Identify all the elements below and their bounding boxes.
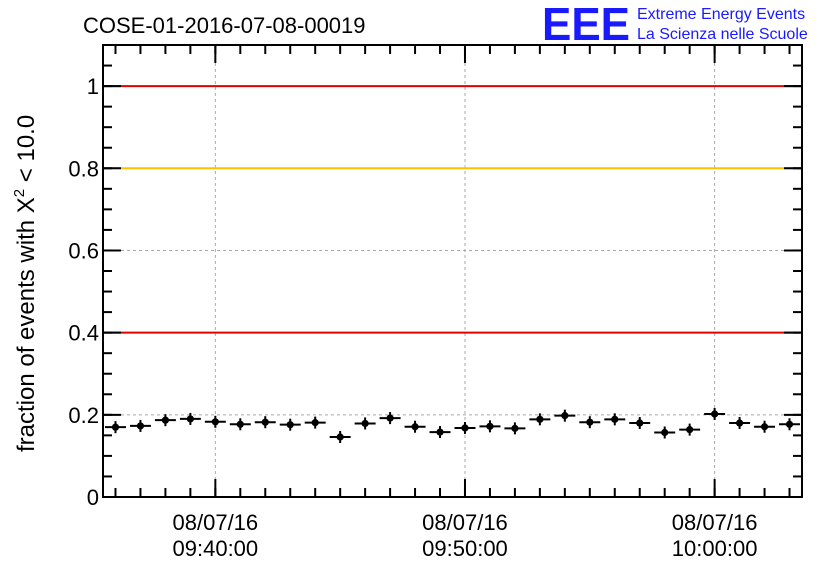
y-tick-label: 0.2 (68, 403, 99, 428)
marker (111, 423, 120, 431)
data-point (779, 418, 800, 431)
x-tick-date-label: 08/07/16 (173, 510, 259, 535)
logo-line-2: La Scienza nelle Scuole (637, 26, 808, 43)
data-point (105, 421, 126, 434)
axis-ticks (103, 44, 802, 498)
y-tick-label: 1 (87, 74, 99, 99)
data-point (254, 416, 276, 429)
marker (686, 426, 694, 434)
marker (611, 415, 619, 423)
data-point (529, 413, 551, 426)
y-tick-label: 0.6 (68, 238, 99, 263)
x-tick-date-label: 08/07/16 (422, 510, 508, 535)
marker (760, 423, 769, 431)
x-tick-labels: 08/07/1609:40:0008/07/1609:50:0008/07/16… (173, 510, 758, 561)
data-point (604, 413, 626, 426)
plot-area (102, 44, 803, 498)
x-tick-time-label: 09:50:00 (422, 536, 508, 561)
y-tick-label: 0.8 (68, 156, 99, 181)
data-point (579, 416, 601, 429)
data-point (729, 417, 751, 430)
marker (735, 419, 744, 427)
y-axis-label: fraction of events with X2 < 10.0 (11, 115, 40, 452)
data-point (554, 409, 576, 422)
chart-title: COSE-01-2016-07-08-00019 (83, 13, 366, 38)
marker (711, 410, 719, 418)
marker (636, 419, 644, 427)
marker (436, 428, 444, 436)
marker (236, 420, 244, 428)
y-tick-label: 0 (87, 485, 99, 510)
data-point (754, 420, 776, 433)
y-axis-label-sup: 2 (11, 189, 28, 197)
data-point (279, 418, 301, 431)
data-point (654, 426, 676, 439)
marker (136, 422, 145, 430)
logo-mark: EEE (542, 0, 630, 50)
data-point (154, 414, 176, 427)
data-point (354, 417, 376, 430)
data-point (629, 417, 651, 430)
eee-logo: EEE Extreme Energy Events La Scienza nel… (542, 0, 808, 50)
data-point (204, 415, 226, 428)
data-point (679, 423, 701, 436)
y-axis-label-tail: < 10.0 (13, 115, 40, 189)
x-tick-time-label: 09:40:00 (173, 536, 259, 561)
x-tick-time-label: 10:00:00 (672, 536, 758, 561)
data-point (304, 416, 326, 429)
data-point (179, 412, 201, 425)
marker (785, 420, 794, 428)
logo-line-1: Extreme Energy Events (637, 6, 805, 23)
marker (386, 414, 394, 422)
x-tick-date-label: 08/07/16 (672, 510, 758, 535)
marker (261, 418, 269, 426)
y-tick-label: 0.4 (68, 321, 99, 346)
data-series (105, 407, 800, 444)
data-point (504, 422, 526, 435)
marker (311, 419, 319, 427)
data-point (129, 419, 151, 432)
marker (486, 422, 494, 430)
marker (411, 423, 419, 431)
data-point (429, 426, 451, 439)
y-axis-label-main: fraction of events with X (13, 197, 40, 452)
data-point (329, 431, 351, 444)
data-point (404, 420, 426, 433)
marker (211, 418, 219, 426)
marker (511, 424, 519, 432)
data-point (229, 418, 251, 431)
marker (286, 421, 294, 429)
marker (536, 415, 544, 423)
marker (461, 424, 469, 432)
marker (661, 428, 669, 437)
marker (336, 433, 344, 441)
plot-frame (102, 44, 803, 498)
data-point (479, 420, 501, 433)
marker (186, 415, 194, 423)
marker (561, 412, 569, 420)
data-point (379, 412, 401, 425)
marker (586, 418, 594, 426)
data-point (454, 421, 476, 434)
marker (161, 416, 170, 424)
y-tick-labels: 0 0.2 0.4 0.6 0.8 1 (68, 74, 99, 510)
data-point (704, 407, 726, 420)
reference-lines (103, 85, 802, 334)
marker (361, 419, 369, 428)
